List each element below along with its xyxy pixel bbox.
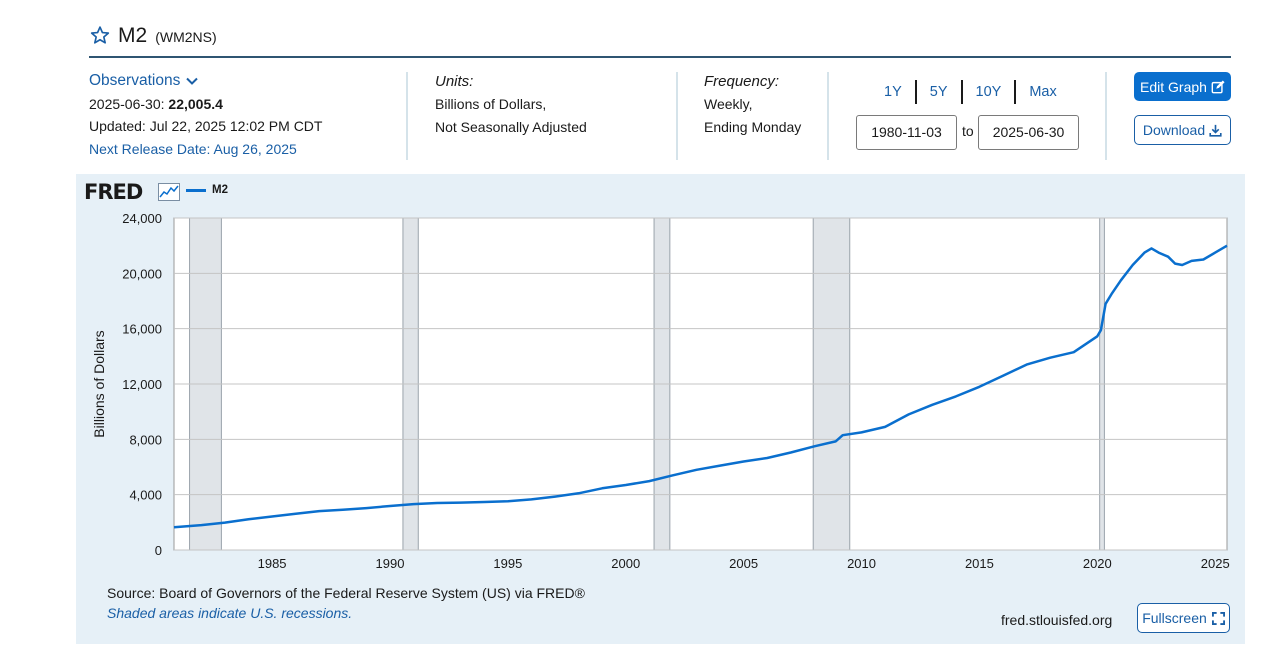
x-tick-label: 2025 (1201, 556, 1230, 571)
range-10y-button[interactable]: 10Y (963, 80, 1017, 104)
chart-logo-icon (158, 183, 180, 201)
frequency-line1: Weekly, (704, 96, 753, 112)
latest-value: 22,005.4 (168, 95, 223, 112)
divider (1105, 72, 1107, 160)
latest-observation: 2025-06-30: 22,005.4 (89, 93, 389, 116)
observations-label[interactable]: Observations (89, 72, 181, 89)
y-tick-label: 8,000 (129, 432, 162, 447)
x-tick-label: 1985 (258, 556, 287, 571)
x-tick-label: 2010 (847, 556, 876, 571)
page-title: M2 (118, 24, 148, 47)
x-tick-label: 1990 (376, 556, 405, 571)
title-divider (89, 56, 1231, 58)
divider (676, 72, 678, 160)
updated-text: Updated: Jul 22, 2025 12:02 PM CDT (89, 118, 323, 134)
y-tick-label: 20,000 (122, 266, 162, 281)
frequency-panel: Frequency: Weekly, Ending Monday (704, 70, 824, 162)
y-tick-label: 16,000 (122, 322, 162, 337)
frequency-label: Frequency: (704, 73, 780, 90)
latest-date: 2025-06-30: (89, 95, 165, 112)
legend-label: M2 (212, 184, 228, 196)
y-tick-label: 12,000 (122, 377, 162, 392)
download-button[interactable]: Download (1134, 115, 1231, 145)
units-panel: Units: Billions of Dollars, Not Seasonal… (435, 70, 665, 162)
y-axis-label: Billions of Dollars (91, 330, 107, 437)
end-date-input[interactable]: 2025-06-30 (978, 115, 1079, 150)
series-title-row: M2 (WM2NS) (90, 22, 217, 48)
units-line2: Not Seasonally Adjusted (435, 119, 587, 135)
units-line1: Billions of Dollars, (435, 96, 547, 112)
download-icon (1209, 124, 1222, 137)
site-url: fred.stlouisfed.org (1001, 612, 1113, 628)
star-icon[interactable] (90, 25, 110, 45)
to-label: to (962, 123, 974, 139)
x-tick-label: 2020 (1083, 556, 1112, 571)
units-label: Units: (435, 73, 474, 90)
y-tick-label: 4,000 (129, 488, 162, 503)
series-id: (WM2NS) (155, 29, 217, 45)
frequency-line2: Ending Monday (704, 119, 802, 135)
series-line-m2[interactable] (173, 244, 1228, 529)
download-label: Download (1142, 122, 1206, 138)
start-date-input[interactable]: 1980-11-03 (856, 115, 957, 150)
next-release-link[interactable]: Next Release Date: Aug 26, 2025 (89, 140, 297, 157)
recession-note: Shaded areas indicate U.S. recessions. (107, 605, 353, 621)
divider (827, 72, 829, 160)
range-5y-button[interactable]: 5Y (917, 80, 963, 104)
observations-dropdown[interactable]: Observations (89, 70, 389, 93)
x-tick-label: 2000 (611, 556, 640, 571)
observations-panel: Observations 2025-06-30: 22,005.4 Update… (89, 70, 389, 162)
edit-graph-label: Edit Graph (1140, 78, 1207, 95)
chevron-down-icon (186, 78, 199, 86)
chart-legend: M2 (186, 184, 228, 196)
fullscreen-label: Fullscreen (1142, 610, 1207, 626)
edit-icon (1211, 79, 1225, 93)
x-tick-label: 2005 (729, 556, 758, 571)
fullscreen-icon (1211, 611, 1225, 625)
x-tick-label: 2015 (965, 556, 994, 571)
fred-logo[interactable]: FRED (84, 180, 143, 204)
range-buttons: 1Y 5Y 10Y Max (871, 80, 1070, 104)
source-text: Source: Board of Governors of the Federa… (107, 585, 585, 601)
x-tick-label: 1995 (493, 556, 522, 571)
range-1y-button[interactable]: 1Y (871, 80, 917, 104)
y-tick-label: 24,000 (122, 211, 162, 226)
edit-graph-button[interactable]: Edit Graph (1134, 72, 1231, 101)
fullscreen-button[interactable]: Fullscreen (1137, 603, 1230, 633)
y-tick-label: 0 (155, 543, 162, 558)
divider (406, 72, 408, 160)
range-max-button[interactable]: Max (1029, 84, 1057, 100)
legend-swatch (186, 188, 206, 192)
